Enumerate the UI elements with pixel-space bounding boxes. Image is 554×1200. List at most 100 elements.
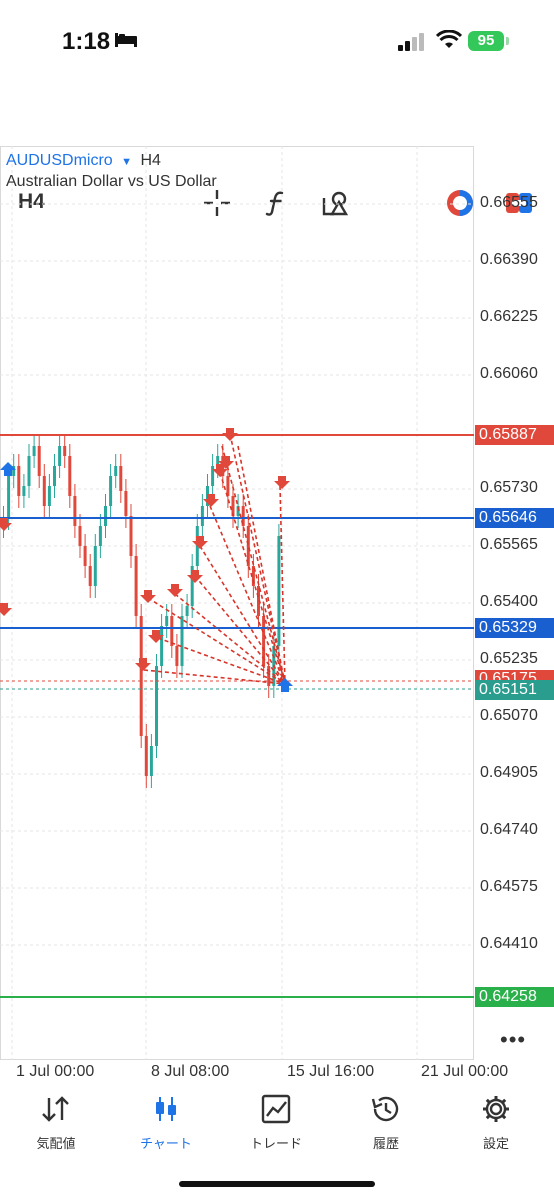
crosshair-icon[interactable]: [200, 186, 234, 220]
candle-body: [27, 456, 31, 486]
candle-body: [251, 566, 255, 586]
candle-body: [190, 566, 194, 606]
candle-body: [160, 626, 164, 666]
tab-label: 履歴: [372, 1136, 399, 1151]
candle-body: [37, 446, 41, 476]
candle-body: [262, 616, 266, 666]
status-time: 1:18: [62, 28, 111, 55]
price-tick: 0.65565: [480, 536, 538, 553]
candle-body: [180, 616, 184, 666]
candle-body: [129, 516, 133, 556]
function-icon[interactable]: [260, 186, 294, 220]
chart-toolbar: H4: [0, 88, 554, 216]
candle-body: [104, 506, 107, 526]
sell-arrow: [218, 456, 234, 469]
symbol-selector[interactable]: AUDUSDmicro ▼ H4: [6, 152, 161, 170]
history-icon: [371, 1096, 399, 1122]
sell-arrow: [192, 536, 208, 549]
tab-history[interactable]: 履歴: [336, 1094, 436, 1152]
candle-body: [12, 466, 16, 476]
price-tick: 0.65400: [480, 593, 538, 610]
trade-line: [143, 669, 286, 685]
candle-body: [175, 646, 179, 666]
trade-line: [147, 597, 286, 685]
sell-arrow: [140, 590, 156, 603]
price-tick: 0.66225: [480, 308, 538, 325]
price-tick: 0.65730: [480, 479, 538, 496]
candle-body: [277, 536, 281, 646]
sell-arrow: [0, 518, 12, 531]
battery-indicator: 95: [468, 31, 504, 51]
trade-line: [194, 575, 286, 685]
candle-body: [73, 496, 77, 526]
candle-body: [53, 466, 56, 486]
candle-body: [155, 666, 158, 746]
sell-arrow: [0, 603, 12, 616]
tab-settings[interactable]: 設定: [446, 1094, 546, 1152]
trade-icon[interactable]: [502, 186, 536, 220]
home-indicator: [179, 1181, 375, 1187]
candle-body: [7, 476, 11, 518]
candle-body: [68, 456, 72, 496]
candle-body: [144, 736, 148, 776]
price-tick: 0.65235: [480, 650, 538, 667]
candlesticks: [2, 434, 281, 788]
chart-icon: [156, 1097, 176, 1121]
status-bar: 1:18 95: [0, 0, 554, 80]
candle-body: [200, 506, 204, 526]
price-chart[interactable]: [0, 146, 554, 1060]
symbol-description: Australian Dollar vs US Dollar: [6, 173, 217, 190]
candle-body: [17, 466, 21, 496]
wifi-icon: [436, 30, 462, 48]
account-icon[interactable]: [443, 186, 477, 220]
price-tick: 0.66060: [480, 365, 538, 382]
trade-line: [229, 433, 286, 685]
candle-body: [236, 506, 240, 516]
candle-body: [211, 466, 215, 486]
candle-body: [149, 746, 153, 776]
price-tick: 0.65070: [480, 707, 538, 724]
sell-arrow: [187, 570, 203, 583]
tab-label: チャート: [140, 1136, 192, 1151]
candle-body: [241, 506, 245, 526]
trade-arrows: [0, 428, 293, 692]
tab-label: 気配値: [36, 1136, 76, 1151]
tab-quotes[interactable]: 気配値: [6, 1094, 106, 1152]
battery-tip: [506, 37, 509, 45]
cellular-signal-icon: [398, 33, 424, 51]
sell-arrow: [167, 584, 183, 597]
price-tick: 0.64740: [480, 821, 538, 838]
candle-body: [257, 586, 260, 616]
candle-body: [42, 476, 46, 506]
symbol-name: AUDUSDmicro: [6, 152, 113, 169]
candle-body: [88, 566, 92, 586]
candle-body: [226, 476, 230, 496]
tab-trade[interactable]: トレード: [226, 1094, 326, 1152]
candle-body: [267, 666, 271, 686]
candle-body: [134, 556, 138, 616]
timeframe-button[interactable]: H4: [18, 190, 45, 213]
price-tick: 0.66390: [480, 251, 538, 268]
objects-icon[interactable]: [318, 186, 352, 220]
candle-body: [22, 486, 26, 496]
sell-arrow: [222, 428, 238, 441]
candle-body: [165, 616, 169, 626]
sell-arrow: [274, 476, 290, 489]
trade-lines: [143, 433, 286, 685]
candle-body: [32, 446, 36, 456]
price-label-green: 0.64258: [475, 987, 554, 1007]
tab-chart[interactable]: チャート: [116, 1094, 216, 1152]
price-tick: 0.64905: [480, 764, 538, 781]
candle-body: [139, 616, 143, 736]
candle-body: [114, 466, 118, 476]
chevron-down-icon: ▼: [121, 156, 133, 168]
candle-body: [47, 486, 51, 506]
time-label: 15 Jul 16:00: [287, 1063, 375, 1080]
candle-body: [124, 491, 128, 516]
candle-body: [216, 456, 220, 466]
price-label-ask: 0.65151: [475, 680, 554, 700]
trade-line: [199, 545, 286, 685]
more-options-button[interactable]: •••: [500, 1027, 527, 1052]
candle-body: [63, 446, 67, 456]
price-label-red: 0.65887: [475, 425, 554, 445]
